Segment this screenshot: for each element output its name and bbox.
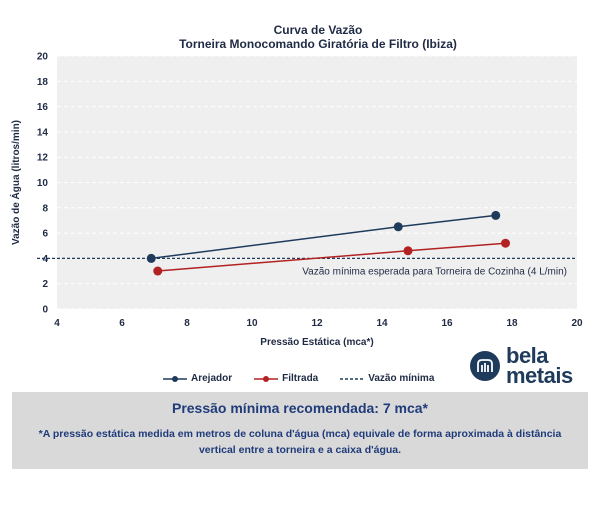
- y-tick-label-2: 2: [42, 279, 48, 290]
- x-axis-label: Pressão Estática (mca*): [260, 337, 373, 348]
- y-tick-label-0: 0: [42, 305, 48, 316]
- x-tick-label-8: 8: [184, 318, 190, 329]
- chart-title: Curva de Vazão: [274, 23, 363, 37]
- legend-label-arejador: Arejador: [191, 373, 233, 384]
- chart-legend: Arejador Filtrada Vazão mínima: [163, 373, 434, 384]
- axis-ticks: 0 2 4 6 8 10 12 14 16 18 20 4 6 8 10 12 14 16 18 20: [37, 52, 583, 330]
- legend-item-filtrada: Filtrada: [254, 373, 318, 384]
- legend-label-filtrada: Filtrada: [282, 373, 319, 384]
- legend-label-vazao-minima: Vazão mínima: [368, 373, 435, 384]
- flow-chart: Curva de Vazão Torneira Monocomando Gira…: [9, 23, 583, 348]
- logo-line-2: metais: [506, 363, 573, 388]
- x-tick-label-14: 14: [376, 318, 388, 329]
- x-tick-label-6: 6: [119, 318, 125, 329]
- legend-swatch-arejador: [163, 375, 187, 382]
- y-axis-label: Vazão de Água (litros/min): [9, 120, 22, 245]
- logo-wordmark: bela metais: [506, 343, 573, 388]
- x-tick-label-12: 12: [311, 318, 323, 329]
- recommendation-note: *A pressão estática medida em metros de …: [38, 428, 562, 456]
- y-tick-label-14: 14: [37, 127, 49, 138]
- x-tick-label-18: 18: [506, 318, 518, 329]
- data-point-arejador-1: [393, 222, 403, 232]
- series-group: [146, 210, 510, 276]
- data-point-filtrada-1: [403, 246, 413, 256]
- bela-metais-logo: bela metais: [470, 343, 573, 388]
- y-tick-label-6: 6: [42, 229, 48, 240]
- y-tick-label-12: 12: [37, 153, 49, 164]
- data-point-filtrada-0: [153, 266, 163, 276]
- chart-subtitle: Torneira Monocomando Giratória de Filtro…: [179, 37, 457, 51]
- x-tick-label-4: 4: [54, 318, 60, 329]
- legend-swatch-vazao-minima: [340, 377, 365, 380]
- reference-annotation: Vazão mínima esperada para Torneira de C…: [302, 266, 567, 277]
- recommendation-panel: Pressão mínima recomendada: 7 mca* *A pr…: [12, 392, 588, 469]
- x-tick-label-16: 16: [441, 318, 453, 329]
- data-point-filtrada-2: [501, 238, 510, 248]
- x-tick-label-20: 20: [571, 318, 583, 329]
- y-tick-label-16: 16: [37, 102, 49, 113]
- y-tick-label-10: 10: [37, 178, 49, 189]
- legend-swatch-filtrada: [254, 375, 279, 382]
- data-point-arejador-2: [491, 210, 501, 220]
- y-tick-label-8: 8: [42, 203, 48, 214]
- legend-item-arejador: Arejador: [163, 373, 232, 384]
- recommendation-title: Pressão mínima recomendada: 7 mca*: [171, 400, 428, 416]
- data-point-arejador-0: [146, 253, 156, 263]
- logo-line-1: bela: [506, 343, 549, 368]
- y-tick-label-4: 4: [42, 254, 48, 265]
- y-tick-label-20: 20: [37, 52, 49, 63]
- x-tick-label-10: 10: [246, 318, 258, 329]
- faucet-logo-icon: [470, 351, 500, 381]
- legend-item-vazao-minima: Vazão mínima: [340, 373, 434, 384]
- y-tick-label-18: 18: [37, 77, 49, 88]
